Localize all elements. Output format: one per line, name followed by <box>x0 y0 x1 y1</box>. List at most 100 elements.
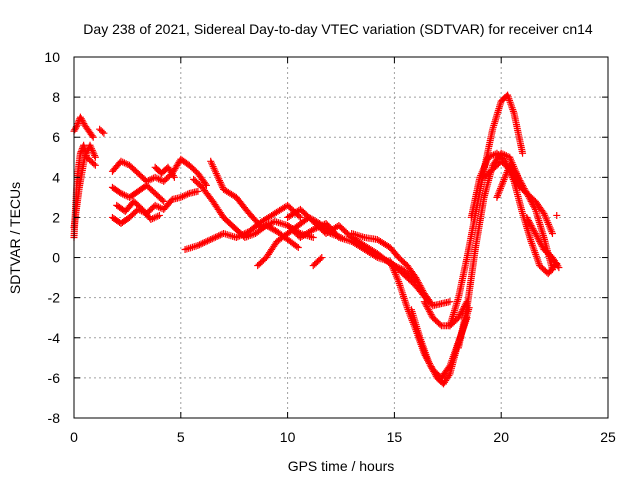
plot-frame <box>73 56 609 419</box>
data-point <box>414 278 422 286</box>
data-point <box>419 286 427 294</box>
data-point <box>418 285 426 293</box>
data-point <box>200 239 208 247</box>
data-point <box>207 236 215 244</box>
data-point <box>194 187 202 195</box>
data-point <box>160 197 168 205</box>
series-trace <box>446 91 527 330</box>
data-point <box>426 361 434 369</box>
data-point <box>531 229 539 237</box>
data-point <box>81 152 89 160</box>
data-point <box>430 367 438 375</box>
series-trace <box>493 161 527 201</box>
data-point <box>71 126 79 134</box>
data-point <box>412 274 420 282</box>
y-tick-label: 6 <box>52 129 60 145</box>
data-point <box>548 229 556 237</box>
data-point <box>484 153 492 161</box>
data-point <box>416 282 424 290</box>
data-point <box>208 235 216 243</box>
data-point <box>215 232 223 240</box>
series-trace <box>553 211 561 219</box>
data-point <box>555 264 563 272</box>
data-point <box>153 202 161 210</box>
data-point <box>153 174 161 182</box>
data-point <box>318 254 326 262</box>
data-point <box>151 173 159 181</box>
data-point <box>177 193 185 201</box>
data-point <box>122 160 130 168</box>
data-point <box>533 233 541 241</box>
data-point <box>293 242 301 250</box>
series-trace <box>523 213 563 272</box>
data-point <box>201 180 209 188</box>
data-point <box>197 240 205 248</box>
data-point <box>87 143 95 151</box>
data-point <box>316 255 324 263</box>
x-axis-label: GPS time / hours <box>288 458 395 474</box>
data-point <box>265 223 273 231</box>
data-point <box>530 226 538 234</box>
data-point <box>117 189 125 197</box>
data-point <box>526 220 534 228</box>
y-tick-label: -4 <box>48 330 61 346</box>
data-point <box>554 262 562 270</box>
data-point <box>455 312 463 320</box>
data-point <box>202 181 210 189</box>
series-trace <box>254 213 345 270</box>
series-trace <box>113 197 163 223</box>
data-point <box>158 196 166 204</box>
data-point <box>120 159 128 167</box>
data-point <box>169 172 177 180</box>
data-point <box>268 219 276 227</box>
data-point <box>528 223 536 231</box>
data-point <box>268 225 276 233</box>
data-point <box>210 234 218 242</box>
data-point <box>88 146 96 154</box>
data-point <box>309 234 317 241</box>
y-tick-label: -6 <box>48 370 61 386</box>
data-point <box>155 175 163 183</box>
series-trace <box>108 155 210 189</box>
data-point <box>431 369 439 377</box>
data-point <box>428 364 436 372</box>
data-point <box>264 222 272 230</box>
data-point <box>311 225 319 233</box>
data-points <box>70 91 563 388</box>
data-point <box>179 193 187 201</box>
data-point <box>205 236 213 244</box>
data-point <box>425 306 433 314</box>
data-point <box>147 215 155 223</box>
data-point <box>122 192 130 200</box>
data-point <box>317 222 325 230</box>
data-point <box>119 190 127 198</box>
data-point <box>425 358 433 366</box>
data-point <box>89 148 97 156</box>
y-tick-label: 10 <box>44 49 60 65</box>
y-tick-label: 4 <box>52 169 60 185</box>
series-trace <box>309 254 326 270</box>
series-trace <box>151 163 178 181</box>
data-point <box>425 307 433 315</box>
data-point <box>527 221 535 229</box>
data-point <box>427 311 435 319</box>
data-point <box>425 359 433 367</box>
y-tick-label: 2 <box>52 209 60 225</box>
data-point <box>76 113 84 121</box>
data-point <box>519 185 527 193</box>
data-point <box>86 141 94 149</box>
data-point <box>204 237 211 245</box>
data-point <box>152 213 160 221</box>
data-point <box>424 304 432 312</box>
data-point <box>119 158 127 166</box>
data-point <box>155 203 163 211</box>
data-point <box>316 222 324 230</box>
data-point <box>154 212 162 220</box>
series-trace <box>190 175 302 252</box>
data-point <box>182 191 190 199</box>
data-point <box>90 150 98 158</box>
data-point <box>420 298 428 306</box>
data-point <box>525 217 533 225</box>
data-point <box>72 124 80 132</box>
